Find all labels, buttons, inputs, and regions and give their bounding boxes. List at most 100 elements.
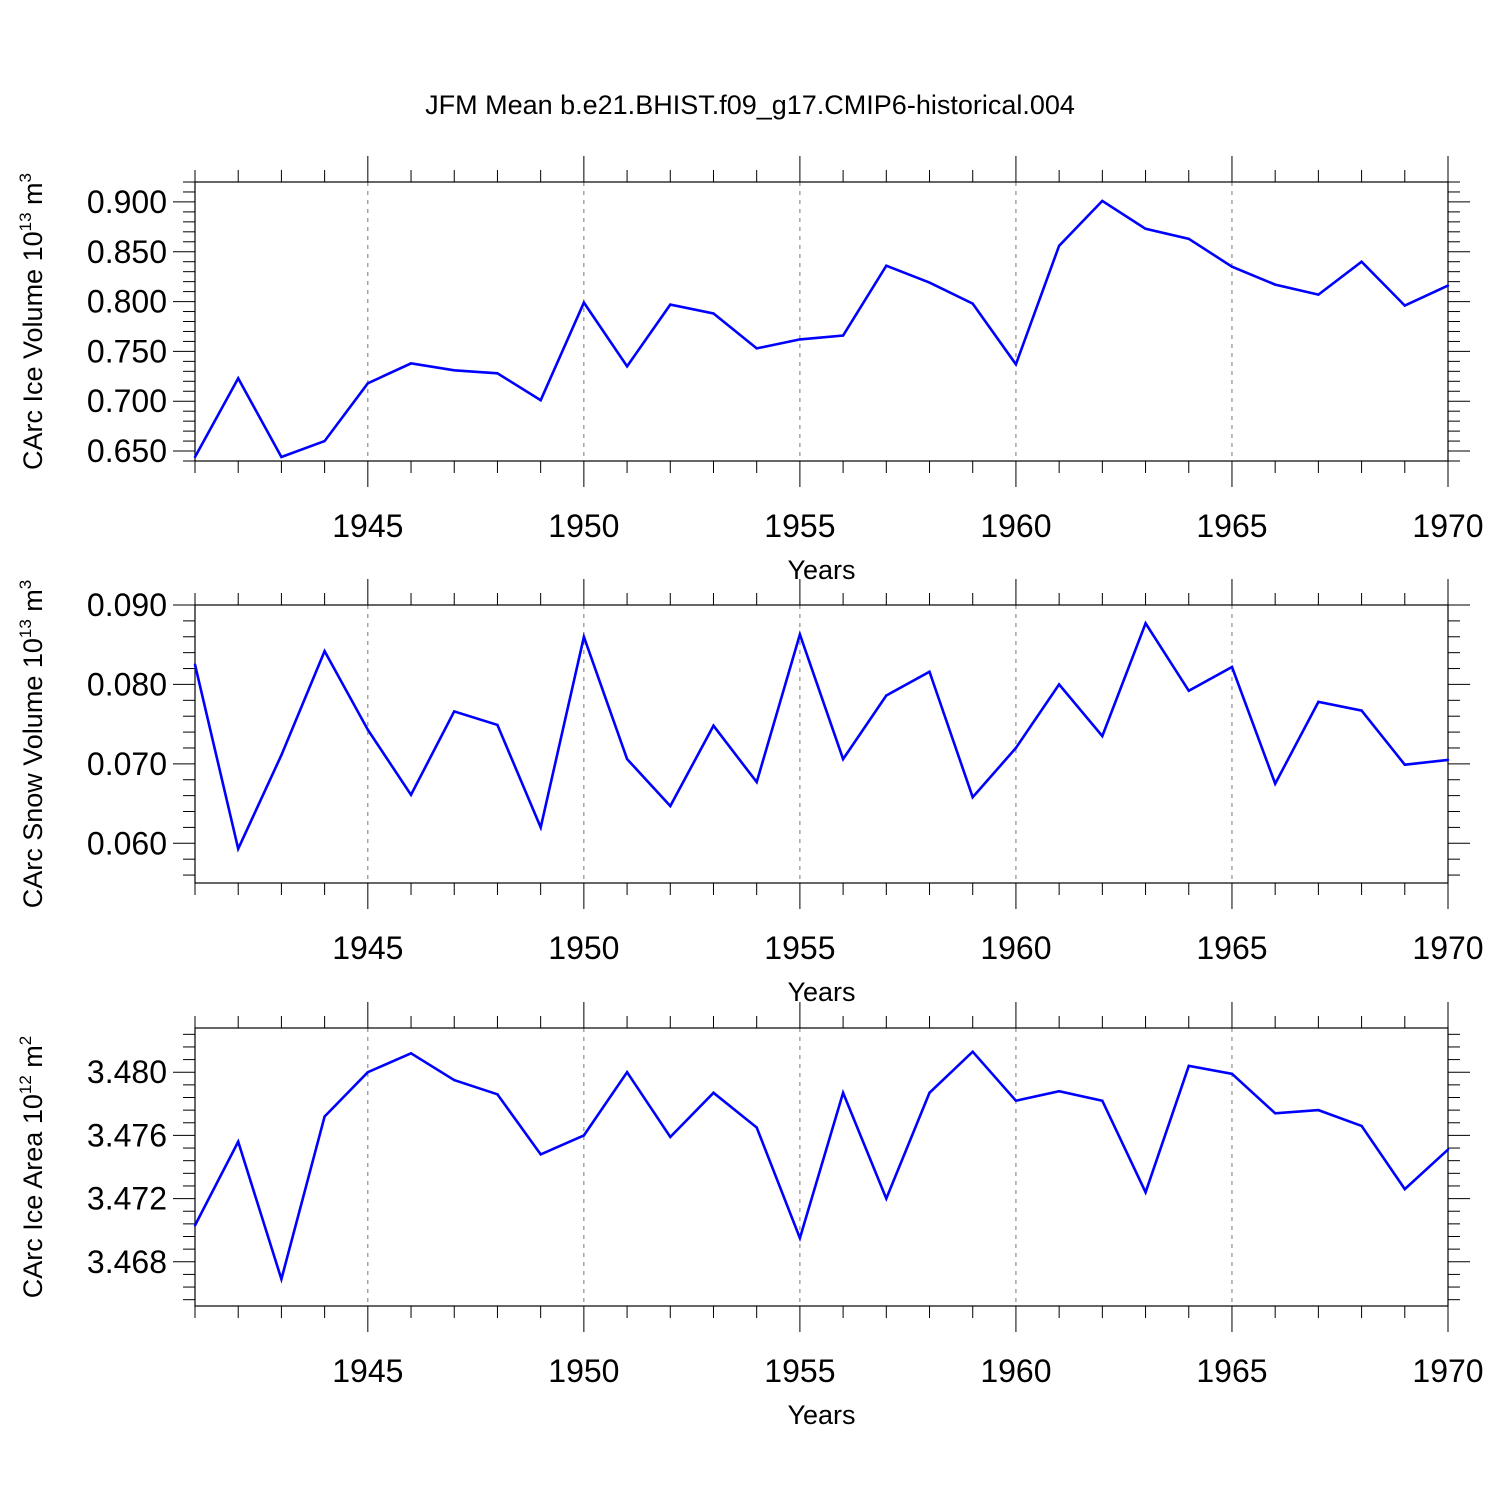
data-point [798, 1236, 802, 1240]
data-point [409, 793, 413, 797]
data-point [1057, 244, 1061, 247]
data-point [1014, 363, 1018, 366]
chart-panel-3: 3.468 3.472 3.476 3.480 1945 1950 1955 1960 1965… [16, 1002, 1484, 1430]
data-point [885, 694, 888, 697]
x-tick-label: 1945 [332, 930, 403, 966]
data-point [755, 1126, 758, 1129]
data-point [625, 365, 629, 368]
y-tick-label: 0.700 [87, 383, 167, 419]
x-tick-label: 1965 [1196, 930, 1267, 966]
x-axis-label: Years [787, 1400, 855, 1430]
data-point [1057, 683, 1061, 686]
data-point [280, 753, 283, 757]
y-axis-label-part: CArc Snow Volume 10 [18, 638, 48, 908]
x-tick-label: 1950 [548, 508, 619, 544]
data-point [280, 1277, 283, 1281]
y-tick-label: 0.080 [87, 666, 167, 702]
data-point [841, 334, 845, 337]
data-point [1230, 1072, 1234, 1076]
data-point [1144, 622, 1147, 625]
data-point [539, 1153, 542, 1156]
x-tick-label: 1950 [548, 930, 619, 966]
data-point [1317, 1108, 1320, 1112]
data-point [712, 724, 715, 727]
y-axis-label: CArc Snow Volume 1013 m3 [16, 580, 48, 909]
x-tick-label: 1970 [1412, 930, 1483, 966]
data-point [237, 1140, 240, 1143]
y-tick-label: 0.800 [87, 284, 167, 320]
data-point [1403, 304, 1406, 307]
data-point [409, 1052, 413, 1055]
data-point [1273, 283, 1277, 286]
x-tick-label: 1960 [980, 930, 1051, 966]
x-tick-label: 1965 [1196, 508, 1267, 544]
y-axis-label: CArc Ice Volume 1013 m3 [16, 173, 48, 470]
data-point [1360, 260, 1363, 263]
data-point [1187, 689, 1190, 692]
data-point [1446, 1148, 1450, 1151]
y-axis-label-part: CArc Ice Volume 10 [18, 231, 48, 470]
y-axis-label-exponent: 13 [16, 212, 35, 231]
y-axis-label-exponent: 12 [16, 1075, 35, 1094]
y-axis-label-part: m [18, 589, 48, 619]
data-point [366, 1071, 370, 1074]
data-point [453, 710, 456, 713]
data-point [1144, 227, 1147, 231]
data-point [1360, 709, 1363, 712]
data-point [1144, 1191, 1147, 1194]
data-point [280, 455, 283, 459]
y-axis-label-part: CArc Ice Area 10 [18, 1094, 48, 1298]
y-tick-label: 3.476 [87, 1117, 167, 1153]
data-point [798, 633, 802, 636]
x-tick-label: 1950 [548, 1353, 619, 1389]
data-point [237, 847, 240, 851]
data-point [625, 757, 629, 761]
data-point [1360, 1124, 1363, 1128]
y-axis-label-exponent: 2 [16, 1036, 35, 1045]
data-point [237, 377, 240, 380]
data-point [669, 804, 672, 808]
x-tick-label: 1965 [1196, 1353, 1267, 1389]
data-point [928, 670, 931, 673]
data-point [841, 757, 845, 761]
data-point [1317, 700, 1320, 704]
y-tick-label: 0.060 [87, 825, 167, 861]
data-point [366, 382, 370, 385]
data-point [1230, 265, 1234, 268]
data-point [1014, 1099, 1018, 1102]
y-axis-label-exponent: 3 [16, 173, 35, 182]
data-point [582, 301, 586, 304]
data-point [1014, 746, 1018, 750]
x-tick-label: 1960 [980, 508, 1051, 544]
data-point [323, 439, 326, 443]
data-point [971, 796, 974, 799]
data-point [712, 1091, 715, 1094]
data-point [582, 635, 586, 638]
x-tick-label: 1945 [332, 508, 403, 544]
x-tick-label: 1970 [1412, 508, 1483, 544]
y-tick-label: 0.090 [87, 587, 167, 623]
data-point [1317, 293, 1320, 296]
data-point [841, 1091, 845, 1094]
chart-panel-2: 0.060 0.070 0.080 0.090 1945 1950 1955 1960 1965… [16, 579, 1484, 1007]
data-point [1230, 665, 1234, 669]
x-axis-label: Years [787, 555, 855, 585]
y-axis-label-exponent: 3 [16, 580, 35, 589]
data-point [1273, 782, 1277, 785]
y-tick-label: 0.650 [87, 433, 167, 469]
y-axis-label-part: m [18, 1045, 48, 1075]
x-axis-label: Years [787, 977, 855, 1007]
data-point [193, 663, 197, 666]
y-tick-label: 3.468 [87, 1244, 167, 1280]
data-point [755, 780, 758, 784]
series-line [193, 620, 1449, 853]
data-point [928, 281, 931, 284]
data-point [798, 338, 802, 341]
data-point [755, 347, 758, 350]
data-point [323, 1115, 326, 1118]
data-point [193, 1224, 197, 1227]
x-tick-label: 1955 [764, 1353, 835, 1389]
figure-title: JFM Mean b.e21.BHIST.f09_g17.CMIP6-histo… [425, 90, 1075, 120]
x-tick-label: 1960 [980, 1353, 1051, 1389]
